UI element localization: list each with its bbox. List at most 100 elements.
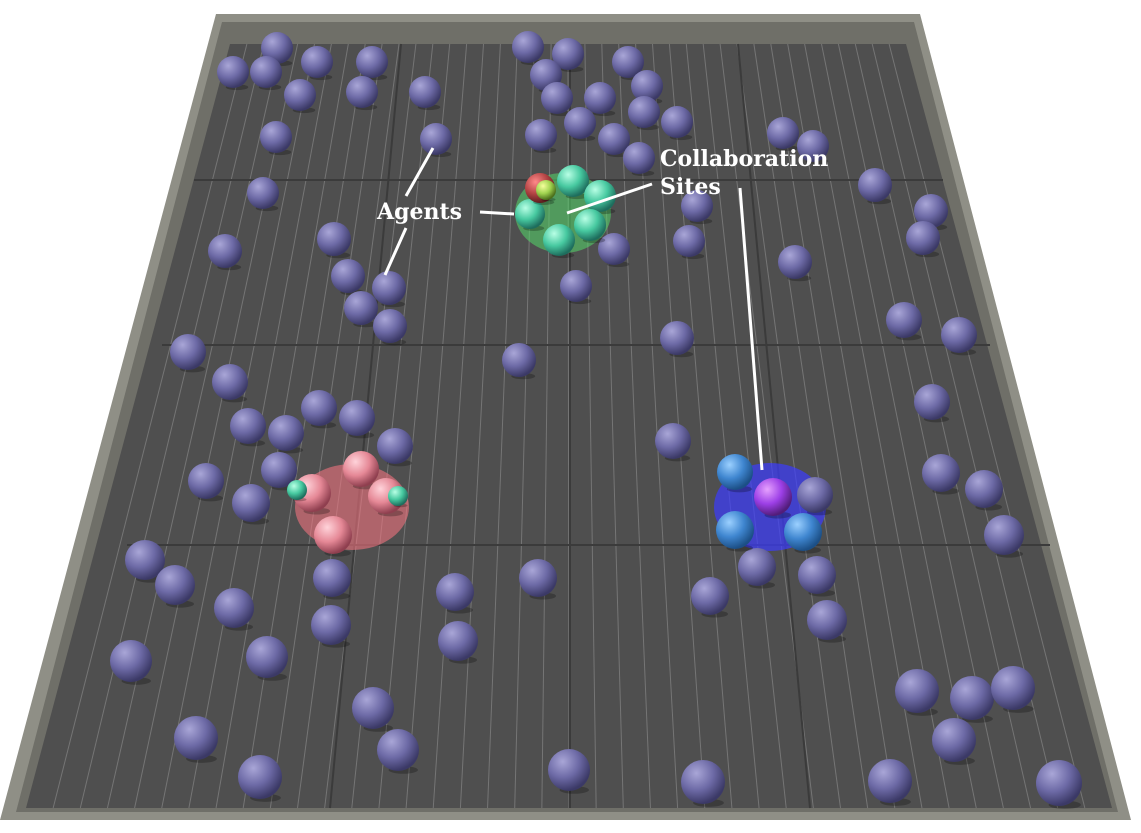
site-agent xyxy=(515,199,545,229)
agent xyxy=(502,343,536,377)
agent xyxy=(525,119,557,151)
agent xyxy=(214,588,254,628)
agent xyxy=(208,234,242,268)
agent xyxy=(352,687,394,729)
agent xyxy=(230,408,266,444)
collaboration-sites-label-line1: Collaboration xyxy=(660,146,828,172)
agent xyxy=(965,470,1003,508)
agent xyxy=(767,117,799,149)
agent xyxy=(372,271,406,305)
agent xyxy=(247,177,279,209)
agent xyxy=(268,415,304,451)
agent xyxy=(313,559,351,597)
agent xyxy=(950,676,994,720)
agent xyxy=(984,515,1024,555)
floor-stripe xyxy=(770,43,896,809)
annotation-lines xyxy=(383,147,764,471)
agent xyxy=(858,168,892,202)
site-agent xyxy=(574,209,606,241)
agent xyxy=(631,70,663,102)
site-agent xyxy=(557,165,589,197)
agent xyxy=(868,759,912,803)
agent xyxy=(420,123,452,155)
agent xyxy=(895,669,939,713)
floor-stripe xyxy=(736,43,841,809)
floor-stripe xyxy=(541,43,552,809)
floor-stripe xyxy=(459,43,501,809)
agent xyxy=(660,321,694,355)
agent xyxy=(261,32,293,64)
agents-label: Agents xyxy=(376,199,462,225)
agent xyxy=(560,270,592,302)
floor-stripe xyxy=(685,43,760,809)
agent xyxy=(914,384,950,420)
site-agent xyxy=(343,451,379,487)
agent xyxy=(922,454,960,492)
floor-stripe xyxy=(618,43,651,809)
agent xyxy=(584,82,616,114)
floor-stripe xyxy=(378,43,451,809)
agent xyxy=(110,640,152,682)
site-agent xyxy=(797,477,833,513)
collaboration-sites-label-line2: Sites xyxy=(660,174,721,200)
agent xyxy=(377,428,413,464)
agent xyxy=(238,755,282,799)
floor-stripe xyxy=(601,43,624,809)
site-agent xyxy=(287,480,307,500)
agent xyxy=(409,76,441,108)
floor-stripe xyxy=(821,43,977,809)
floor-stripe xyxy=(405,43,468,809)
agent xyxy=(623,142,655,174)
agent xyxy=(628,96,660,128)
agent xyxy=(914,194,948,228)
site-agent xyxy=(754,478,792,516)
agent xyxy=(598,123,630,155)
agent xyxy=(541,82,573,114)
floor-stripe xyxy=(888,43,1086,809)
agent xyxy=(519,559,557,597)
agent xyxy=(1036,760,1082,806)
agent xyxy=(217,56,249,88)
agent xyxy=(344,291,378,325)
site-agent xyxy=(716,511,754,549)
agent xyxy=(339,400,375,436)
agent xyxy=(188,463,224,499)
agent xyxy=(564,107,596,139)
agent xyxy=(436,573,474,611)
floor-stripe xyxy=(432,43,484,809)
floor-stripe xyxy=(242,43,366,809)
agent xyxy=(260,121,292,153)
agent xyxy=(548,749,590,791)
floor-stripe xyxy=(668,43,733,809)
floor-stripe xyxy=(487,43,518,809)
agent xyxy=(598,233,630,265)
agent xyxy=(681,760,725,804)
agent xyxy=(798,556,836,594)
agent xyxy=(170,334,206,370)
agent xyxy=(807,600,847,640)
agent xyxy=(232,484,270,522)
agent xyxy=(612,46,644,78)
floor-stripe xyxy=(134,43,299,809)
agent xyxy=(301,390,337,426)
agent xyxy=(552,38,584,70)
agent xyxy=(691,577,729,615)
site-agent xyxy=(314,516,352,554)
agent xyxy=(284,79,316,111)
agent xyxy=(673,225,705,257)
agent xyxy=(932,718,976,762)
floor-stripe xyxy=(514,43,535,809)
agent xyxy=(155,565,195,605)
agent xyxy=(661,106,693,138)
agent xyxy=(246,636,288,678)
site-agent xyxy=(388,486,408,506)
agent xyxy=(906,221,940,255)
agent xyxy=(797,130,829,162)
floor-stripe xyxy=(753,43,869,809)
agent xyxy=(373,309,407,343)
agent xyxy=(991,666,1035,710)
floor-stripe xyxy=(52,43,248,809)
agent xyxy=(346,76,378,108)
agent xyxy=(317,222,351,256)
